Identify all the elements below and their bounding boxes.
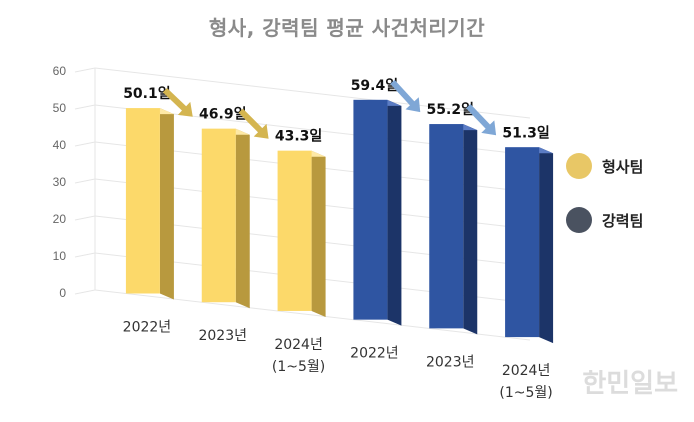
trend-arrow-2 <box>390 79 421 113</box>
legend: 형사팀 강력팀 <box>566 152 643 260</box>
bar-side-2 <box>311 150 326 317</box>
y-tick-label: 50 <box>53 101 67 115</box>
bar-side-4 <box>463 124 478 335</box>
data-label-4: 55.2일 <box>427 102 474 118</box>
y-tick-label: 60 <box>53 64 67 78</box>
trend-arrow-0 <box>162 87 193 117</box>
trend-arrow-3 <box>466 104 497 136</box>
gridline <box>94 289 531 341</box>
y-tick-label: 30 <box>53 175 67 189</box>
bar-1 <box>201 128 236 303</box>
x-tick-label-3: 2022년 <box>350 346 399 362</box>
bar-side-1 <box>235 128 250 309</box>
bar-side-0 <box>159 108 174 300</box>
x-tick-label-5: 2024년 <box>502 363 551 379</box>
x-tick-label-5: (1~5월) <box>499 385 552 401</box>
bar-4 <box>429 124 464 329</box>
legend-item-hyeongsa: 형사팀 <box>566 152 643 180</box>
bar-side-5 <box>539 147 554 344</box>
y-tick-label: 0 <box>59 286 66 300</box>
gridline-side <box>74 67 96 73</box>
data-label-1: 46.9일 <box>199 107 246 123</box>
gridline-side <box>74 178 96 184</box>
y-tick-label: 40 <box>53 138 67 152</box>
gridline-side <box>74 289 96 295</box>
gridline-side <box>74 252 96 258</box>
gridline-side <box>74 104 96 110</box>
legend-label-gangryeok: 강력팀 <box>602 211 644 230</box>
bar-0 <box>125 108 160 294</box>
legend-item-gangryeok: 강력팀 <box>566 206 643 234</box>
data-label-2: 43.3일 <box>275 129 322 145</box>
legend-swatch-hyeongsa <box>566 153 592 179</box>
x-tick-label-0: 2022년 <box>123 320 172 336</box>
chart-title: 형사, 강력팀 평균 사건처리기간 <box>208 16 486 40</box>
x-tick-label-2: 2024년 <box>274 337 323 353</box>
trend-arrow-1 <box>238 108 269 139</box>
legend-label-hyeongsa: 형사팀 <box>602 157 644 176</box>
bar-side-3 <box>387 99 402 326</box>
y-tick-label: 10 <box>53 249 67 263</box>
watermark-logo: 한민일보 <box>582 369 678 399</box>
legend-swatch-gangryeok <box>566 207 592 233</box>
bar-2 <box>277 150 312 311</box>
data-label-0: 50.1일 <box>123 86 170 102</box>
data-label-3: 59.4일 <box>351 78 398 94</box>
x-tick-label-4: 2023년 <box>426 354 475 370</box>
bar-3 <box>353 99 388 320</box>
x-tick-label-2: (1~5월) <box>272 359 325 375</box>
bar-5 <box>505 147 540 338</box>
gridline-side <box>74 141 96 147</box>
data-label-5: 51.3일 <box>502 125 549 141</box>
gridline <box>94 67 531 119</box>
x-tick-label-1: 2023년 <box>198 328 247 344</box>
gridline-side <box>74 215 96 221</box>
y-tick-label: 20 <box>53 212 67 226</box>
